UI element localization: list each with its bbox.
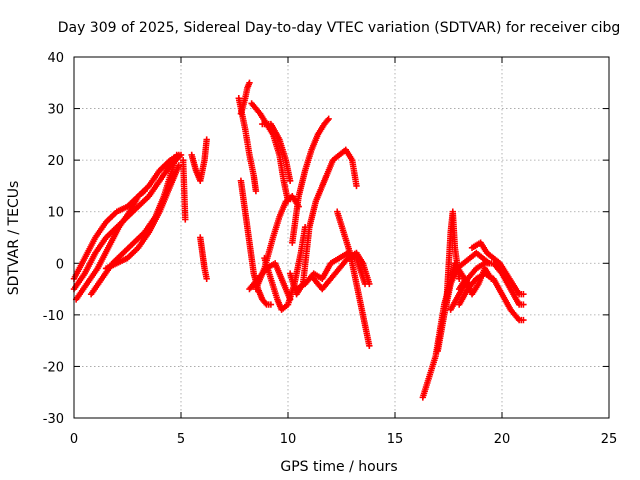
plot-frame — [73, 56, 610, 419]
series-arc-24 — [443, 208, 463, 308]
data-point — [520, 316, 527, 324]
x-tick-label: 15 — [387, 432, 404, 447]
data-point — [520, 301, 527, 308]
chart-title: Day 309 of 2025, Sidereal Day-to-day VTE… — [58, 20, 621, 36]
series-arc-3 — [72, 187, 148, 303]
data-point — [182, 216, 189, 223]
series-arc-28 — [456, 265, 495, 298]
series-arc-6 — [188, 136, 210, 184]
data-point — [286, 296, 294, 303]
data-point — [456, 275, 463, 282]
series-arc-21 — [334, 208, 373, 349]
y-tick-label: 40 — [47, 51, 64, 66]
y-tick-label: -30 — [43, 412, 64, 427]
data-point — [353, 182, 360, 190]
x-tick-label: 0 — [70, 432, 78, 447]
series-arc-25 — [447, 260, 527, 313]
data-point — [520, 291, 527, 298]
data-point — [488, 275, 495, 282]
series-arc-10 — [237, 79, 253, 117]
x-tick-labels: 0 5 10 15 20 25 — [70, 432, 617, 447]
series-arc-5 — [102, 162, 183, 272]
data-point — [325, 115, 332, 123]
y-tick-label: 30 — [47, 103, 64, 118]
data-point — [252, 187, 260, 195]
series-arc-27 — [468, 239, 527, 298]
y-axis-label: SDTVAR / TECUs — [6, 181, 22, 296]
x-tick-label: 5 — [177, 432, 185, 447]
series-arc-18 — [289, 115, 332, 246]
series-arc-20 — [310, 249, 373, 293]
data-points — [70, 79, 527, 401]
y-tick-label: 10 — [47, 206, 64, 221]
series-arc-11 — [248, 100, 292, 205]
x-tick-label: 10 — [280, 432, 297, 447]
data-point — [141, 187, 148, 195]
series-arc-15 — [261, 223, 309, 313]
y-tick-label: 20 — [47, 154, 64, 169]
data-point — [173, 151, 180, 159]
x-tick-label: 20 — [494, 432, 511, 447]
grid — [74, 57, 609, 418]
data-point — [366, 342, 373, 349]
series-arc-7 — [197, 234, 210, 282]
series-arc-12 — [259, 120, 294, 184]
data-point — [262, 300, 269, 307]
y-tick-label: 0 — [56, 257, 64, 272]
data-point — [203, 275, 210, 282]
y-tick-labels: -30 -20 -10 0 10 20 30 40 — [43, 51, 64, 427]
series-arc-1 — [70, 151, 183, 282]
data-point — [246, 79, 253, 86]
data-point — [203, 136, 210, 143]
series-arc-8 — [179, 156, 189, 223]
data-point — [267, 301, 275, 308]
series-arc-16 — [246, 260, 294, 303]
y-tick-label: -10 — [43, 309, 64, 324]
x-tick-label: 25 — [601, 432, 618, 447]
y-tick-label: -20 — [43, 360, 64, 375]
data-point — [286, 177, 294, 184]
x-axis-label: GPS time / hours — [280, 459, 397, 475]
data-point — [366, 280, 373, 288]
data-point — [324, 116, 331, 124]
